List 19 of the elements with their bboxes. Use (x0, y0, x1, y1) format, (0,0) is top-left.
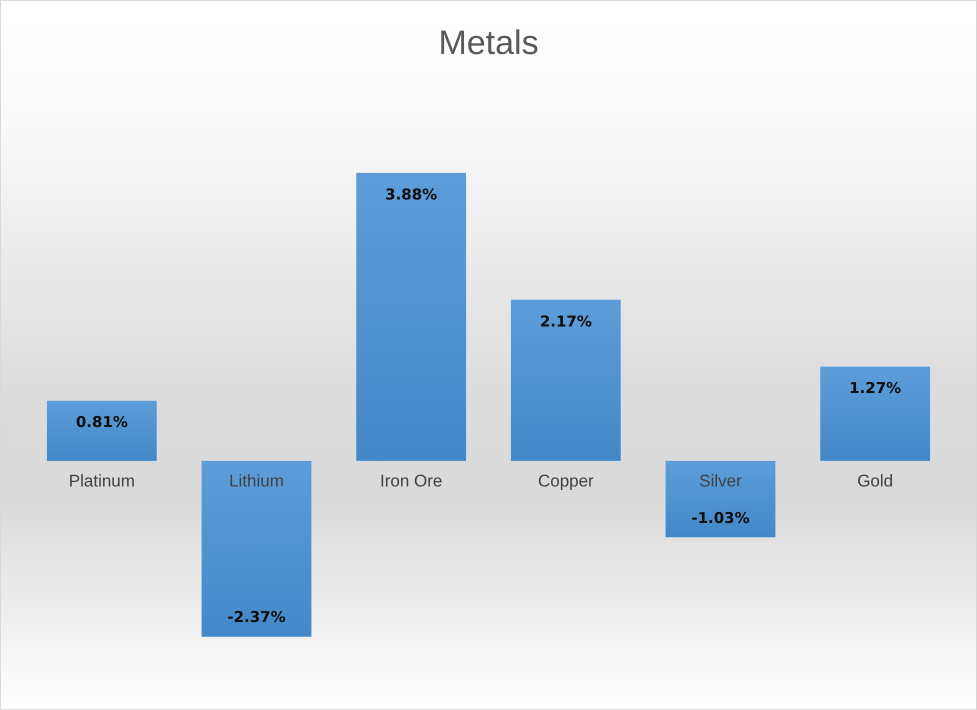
x-tick-label: Iron Ore (380, 472, 442, 491)
bar (46, 400, 157, 461)
x-tick-label: Silver (699, 472, 742, 491)
x-tick-label: Lithium (229, 472, 284, 491)
bar (820, 366, 930, 461)
x-tick-label: Gold (857, 472, 894, 491)
chart-title: Metals (438, 24, 539, 62)
data-label: -2.37% (227, 608, 286, 626)
data-label: 2.17% (540, 312, 592, 330)
x-tick-label: Copper (538, 472, 594, 491)
data-label: 0.81% (76, 413, 128, 432)
x-tick-label: Platinum (68, 472, 135, 491)
bar (666, 460, 776, 538)
data-label: 1.27% (849, 379, 902, 398)
bar (510, 300, 621, 461)
bar (356, 172, 466, 461)
data-label: 3.88% (385, 185, 438, 204)
data-label: -1.03% (691, 508, 750, 527)
bar (202, 460, 312, 637)
